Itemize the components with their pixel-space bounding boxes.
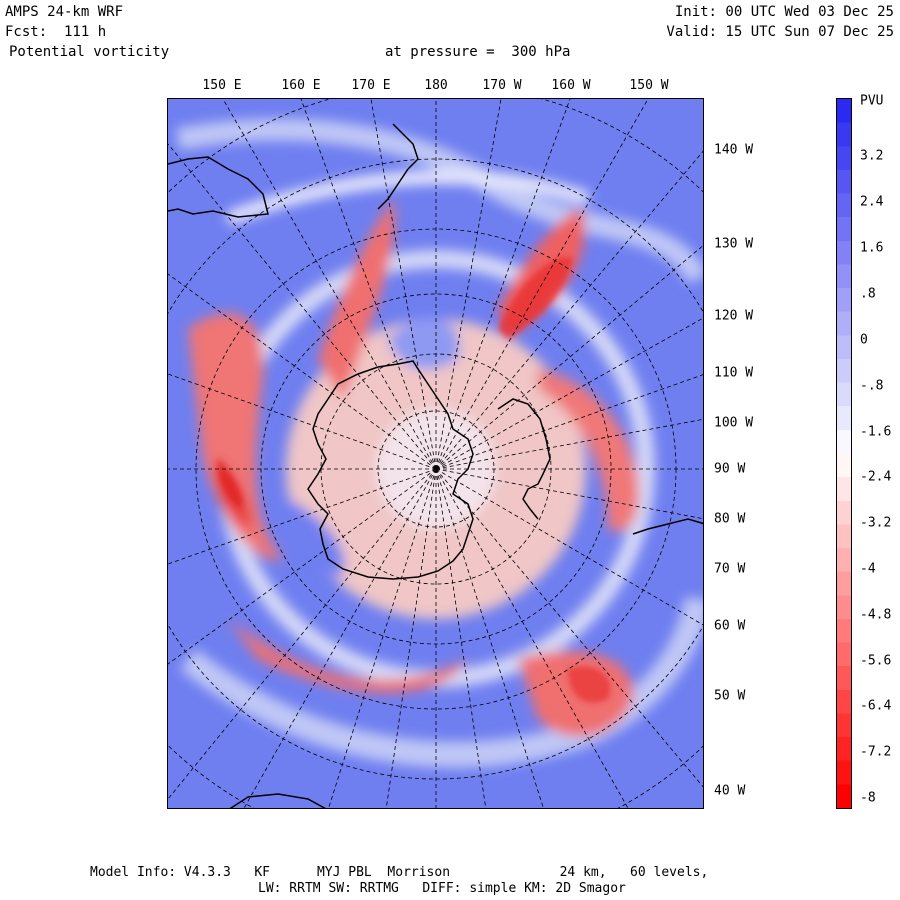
australia-coast <box>168 156 269 218</box>
lon-label: 120 W <box>714 308 754 324</box>
lon-label: 130 W <box>714 236 754 252</box>
lon-label: 40 W <box>714 783 746 799</box>
antarctica-coast <box>307 360 474 580</box>
model-title: AMPS 24-km WRF <box>5 4 124 20</box>
lon-label: 60 W <box>714 618 746 634</box>
pressure-level: at pressure = 300 hPa <box>385 44 571 60</box>
colorbar-label: -8 <box>860 790 876 806</box>
model-info-line1: Model Info: V4.3.3 KF MYJ PBL Morrison 2… <box>90 865 709 880</box>
colorbar-label: 0 <box>860 332 868 348</box>
lon-label: 140 W <box>714 142 754 158</box>
valid-time: Valid: 15 UTC Sun 07 Dec 25 <box>666 24 894 40</box>
south-america-coast <box>632 518 703 535</box>
lon-label: 160 E <box>281 78 321 93</box>
lon-label: 180 <box>424 78 448 93</box>
colorbar-label: .8 <box>860 286 876 302</box>
init-time: Init: 00 UTC Wed 03 Dec 25 <box>674 4 894 20</box>
potential-vorticity-map <box>167 98 704 809</box>
pv-colorbar <box>836 98 852 809</box>
colorbar-label: -1.6 <box>860 424 892 440</box>
colorbar-label: 2.4 <box>860 194 884 210</box>
colorbar-label: -4 <box>860 561 876 577</box>
colorbar-label: 3.2 <box>860 148 884 164</box>
model-info-line2: LW: RRTM SW: RRTMG DIFF: simple KM: 2D S… <box>258 881 626 896</box>
lon-label: 160 W <box>551 78 591 93</box>
colorbar-label: -2.4 <box>860 469 892 485</box>
lon-label: 70 W <box>714 561 746 577</box>
colorbar-label: -3.2 <box>860 515 892 531</box>
coastlines <box>168 123 703 808</box>
lon-label: 170 W <box>482 78 522 93</box>
lon-label: 110 W <box>714 365 754 381</box>
africa-coast <box>229 793 326 808</box>
colorbar-label: -4.8 <box>860 607 892 623</box>
forecast-hour: Fcst: 111 h <box>5 24 107 40</box>
colorbar-label: -5.6 <box>860 653 892 669</box>
lon-label: 150 E <box>202 78 242 93</box>
lon-label: 80 W <box>714 511 746 527</box>
variable-name: Potential vorticity <box>9 44 170 60</box>
colorbar-unit: PVU <box>860 93 884 109</box>
colorbar-label: 1.6 <box>860 240 884 256</box>
lon-label: 150 W <box>629 78 669 93</box>
colorbar-label: -7.2 <box>860 744 892 760</box>
new-zealand-south-coast <box>377 168 409 210</box>
lon-label: 100 W <box>714 415 754 431</box>
lon-label: 50 W <box>714 688 746 704</box>
new-zealand-north-coast <box>392 123 419 170</box>
lon-label: 90 W <box>714 461 746 477</box>
colorbar-label: -6.4 <box>860 698 892 714</box>
colorbar-label: -.8 <box>860 378 884 394</box>
meridians <box>168 99 703 808</box>
antarctic-peninsula-coast <box>497 398 551 520</box>
lon-label: 170 E <box>351 78 391 93</box>
